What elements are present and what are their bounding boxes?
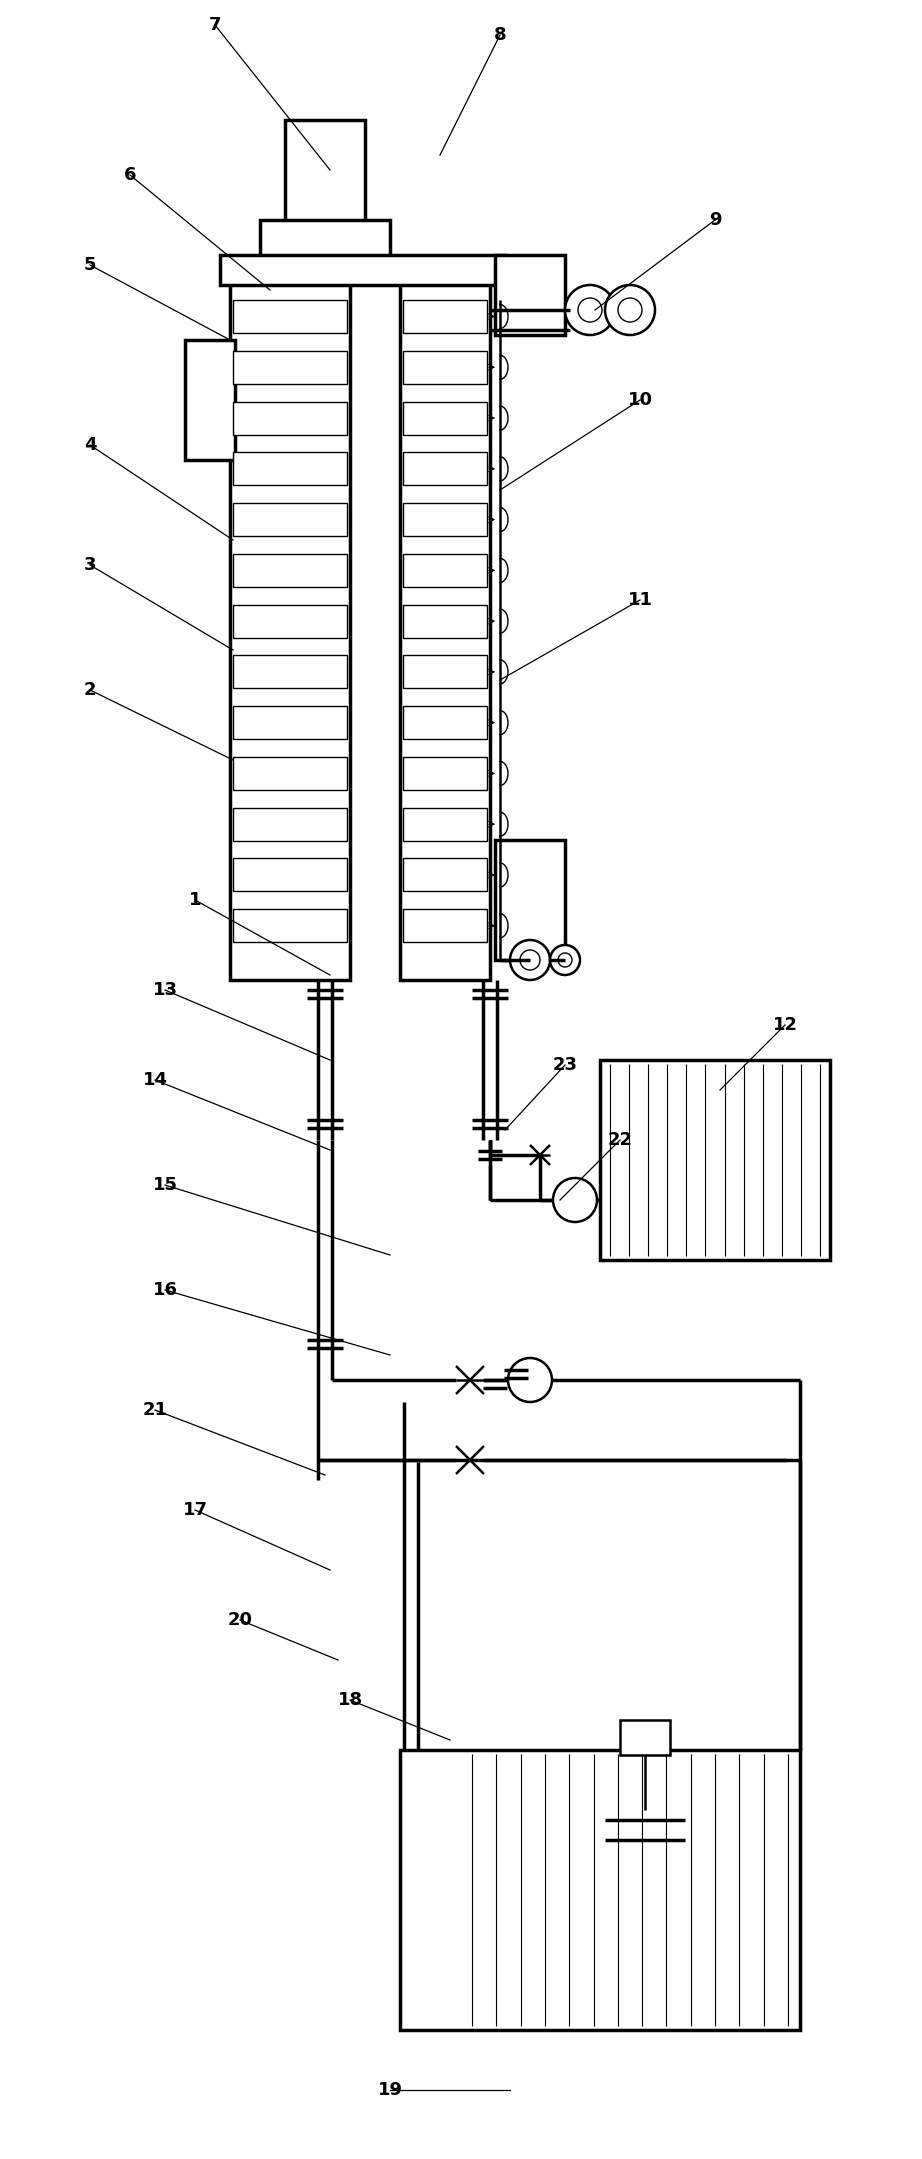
Bar: [233, 300, 347, 332]
Bar: [233, 656, 347, 689]
Circle shape: [605, 285, 655, 335]
Bar: [285, 121, 365, 259]
Bar: [403, 758, 487, 790]
Circle shape: [578, 298, 602, 322]
Bar: [233, 451, 347, 486]
Text: 4: 4: [84, 436, 96, 453]
Circle shape: [508, 1358, 552, 1401]
Bar: [403, 909, 487, 941]
Text: 12: 12: [773, 1017, 798, 1034]
Bar: [403, 300, 487, 332]
Text: 19: 19: [377, 2081, 403, 2099]
Bar: [403, 350, 487, 384]
Text: 16: 16: [152, 1280, 178, 1300]
Bar: [233, 503, 347, 535]
Bar: [233, 706, 347, 738]
Text: 17: 17: [183, 1501, 207, 1520]
Bar: [403, 451, 487, 486]
Text: 20: 20: [228, 1611, 253, 1630]
Bar: [233, 350, 347, 384]
Circle shape: [553, 1179, 597, 1222]
Text: 9: 9: [709, 212, 721, 229]
Circle shape: [565, 285, 615, 335]
Bar: [400, 1751, 800, 2029]
Bar: [403, 503, 487, 535]
Circle shape: [550, 946, 580, 976]
Bar: [403, 402, 487, 434]
Bar: [403, 807, 487, 840]
Bar: [403, 605, 487, 637]
Text: 14: 14: [143, 1071, 168, 1088]
Text: 7: 7: [208, 15, 221, 35]
Text: 11: 11: [628, 592, 653, 609]
Text: 21: 21: [143, 1401, 168, 1418]
Text: 18: 18: [337, 1690, 362, 1710]
Text: 22: 22: [608, 1131, 632, 1149]
Bar: [233, 758, 347, 790]
Bar: [220, 255, 505, 285]
Bar: [233, 859, 347, 892]
Bar: [403, 706, 487, 738]
Text: 2: 2: [84, 680, 96, 700]
Text: 1: 1: [189, 892, 201, 909]
Text: 5: 5: [84, 257, 96, 274]
Text: 6: 6: [124, 166, 136, 184]
Bar: [233, 605, 347, 637]
Bar: [403, 656, 487, 689]
Bar: [260, 220, 390, 259]
Circle shape: [618, 298, 642, 322]
Text: 23: 23: [552, 1056, 577, 1073]
Text: 13: 13: [152, 980, 178, 1000]
Text: 3: 3: [84, 557, 96, 574]
Bar: [600, 1060, 830, 1261]
Circle shape: [520, 950, 540, 969]
Bar: [233, 555, 347, 587]
Bar: [233, 807, 347, 840]
Text: 8: 8: [493, 26, 506, 43]
Bar: [620, 1721, 670, 1755]
Bar: [233, 909, 347, 941]
Bar: [230, 281, 350, 980]
Circle shape: [558, 952, 572, 967]
Bar: [495, 255, 565, 335]
Bar: [185, 339, 235, 460]
Text: 15: 15: [152, 1177, 178, 1194]
Circle shape: [510, 939, 550, 980]
Text: 10: 10: [628, 391, 653, 408]
Bar: [233, 402, 347, 434]
Bar: [400, 281, 490, 980]
Bar: [403, 859, 487, 892]
Bar: [495, 840, 565, 961]
Bar: [403, 555, 487, 587]
